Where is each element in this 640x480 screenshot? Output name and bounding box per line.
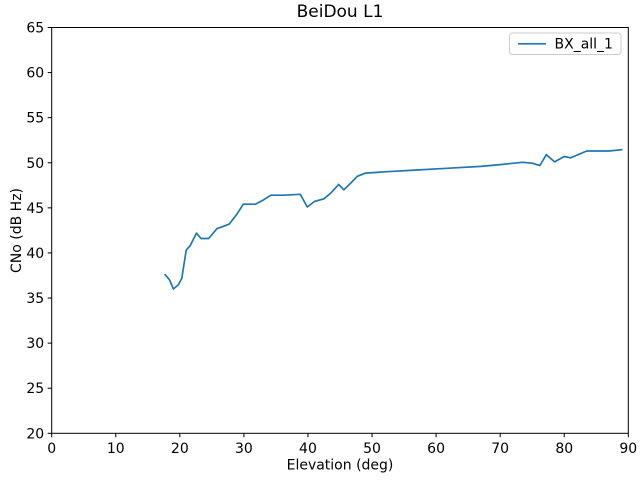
y-tick-label: 30: [26, 336, 44, 352]
y-tick-label: 50: [26, 156, 44, 172]
x-tick-label: 20: [171, 441, 189, 457]
series-line-bx-all-1: [164, 148, 623, 290]
plot-border: [51, 27, 629, 434]
x-tick-label: 0: [47, 441, 56, 457]
x-tick-label: 60: [427, 441, 445, 457]
x-tick-label: 70: [491, 441, 509, 457]
y-tick-label: 40: [26, 246, 44, 262]
x-axis-ticks: 0 10 20 30 40 50 60 70 80 90: [47, 433, 637, 457]
x-tick-label: 30: [235, 441, 253, 457]
y-tick-label: 20: [26, 426, 44, 442]
chart-title: BeiDou L1: [297, 2, 384, 22]
x-tick-label: 90: [619, 441, 637, 457]
y-tick-label: 35: [26, 291, 44, 307]
y-tick-label: 45: [26, 201, 44, 217]
legend-label: BX_all_1: [555, 37, 613, 53]
y-axis-ticks: 20 25 30 35 40 45 50 55 60 65: [26, 21, 52, 442]
y-tick-label: 25: [26, 381, 44, 397]
x-tick-label: 10: [107, 441, 125, 457]
y-tick-label: 60: [26, 66, 44, 82]
y-tick-label: 65: [26, 21, 44, 37]
y-axis-label: CNo (dB Hz): [9, 188, 25, 273]
x-tick-label: 40: [299, 441, 317, 457]
x-tick-label: 80: [555, 441, 573, 457]
legend-box: [509, 32, 622, 55]
x-tick-label: 50: [363, 441, 381, 457]
x-axis-label: Elevation (deg): [287, 458, 394, 474]
legend: BX_all_1: [509, 32, 622, 55]
y-tick-label: 55: [26, 111, 44, 127]
